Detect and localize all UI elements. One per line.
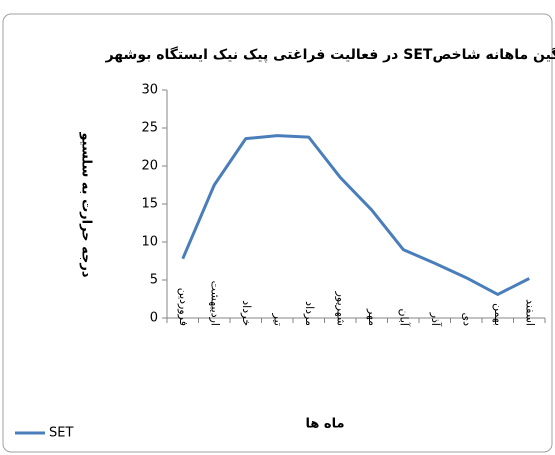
x-tick-label: آذر	[429, 312, 443, 327]
chart-title: میانگین ماهانه شاخصSET در فعالیت فراغتی …	[105, 46, 555, 63]
y-tick-label: 10	[141, 235, 158, 250]
y-tick-label: 5	[150, 273, 158, 288]
x-tick-label: مرداد	[303, 301, 316, 326]
y-tick-label: 25	[141, 121, 158, 136]
x-tick-label: مهر	[366, 308, 379, 326]
x-tick-label: دی	[460, 312, 473, 326]
y-axis-title: درجه حرارت به سلسیو	[79, 132, 94, 278]
x-tick-label: شهریور	[334, 291, 347, 326]
legend-label: SET	[49, 426, 73, 441]
x-tick-label: تیر	[271, 313, 284, 326]
line-series	[181, 134, 530, 296]
x-tick-label: آبان	[397, 308, 411, 326]
x-tick-label: فروردین	[177, 288, 190, 326]
x-axis-title: ماه ها	[305, 417, 344, 432]
y-tick-label: 30	[141, 83, 158, 98]
y-tick-label: 15	[141, 197, 158, 212]
y-tick-label: 0	[150, 311, 158, 326]
y-tick-label: 20	[141, 159, 158, 174]
x-tick-label: اردیبهشت	[208, 281, 221, 326]
x-tick-label: بهمن	[492, 303, 505, 326]
chart-area	[2, 13, 553, 453]
x-tick-label: اسفند	[523, 299, 536, 326]
x-tick-label: خرداد	[240, 300, 253, 326]
